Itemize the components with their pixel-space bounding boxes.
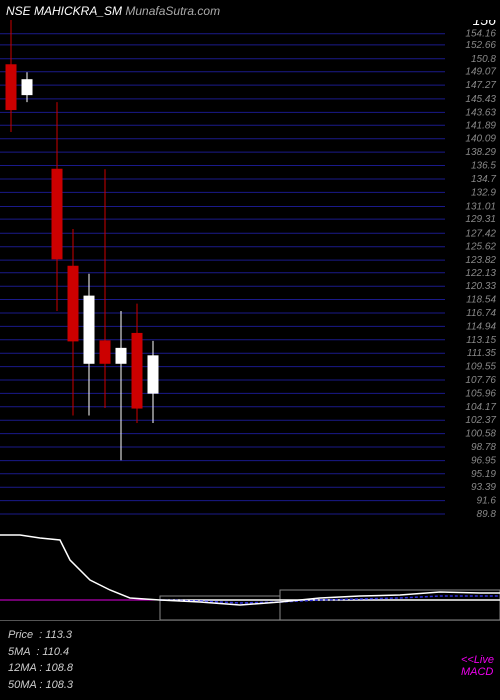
chart-header: NSE MAHICKRA_SM MunafaSutra.com [6, 4, 220, 18]
svg-text:122.13: 122.13 [465, 268, 496, 279]
svg-text:116.74: 116.74 [466, 308, 496, 319]
svg-text:125.62: 125.62 [465, 242, 496, 253]
svg-text:95.19: 95.19 [471, 469, 496, 480]
site-label: MunafaSutra.com [125, 4, 220, 18]
svg-text:123.82: 123.82 [465, 255, 496, 266]
svg-text:129.31: 129.31 [465, 214, 496, 225]
svg-text:114.94: 114.94 [466, 321, 496, 332]
svg-text:145.43: 145.43 [465, 94, 496, 105]
svg-text:141.89: 141.89 [465, 120, 496, 131]
svg-text:154.16: 154.16 [465, 29, 496, 40]
svg-text:127.42: 127.42 [465, 228, 496, 239]
svg-text:98.78: 98.78 [471, 442, 496, 453]
price-ma-info: Price : 113.3 5MA : 110.4 12MA : 108.8 5… [8, 627, 73, 693]
ma50-value: 50MA : 108.3 [8, 677, 73, 694]
svg-text:136.5: 136.5 [471, 161, 496, 172]
ticker-label: NSE MAHICKRA_SM [6, 4, 122, 18]
svg-text:132.9: 132.9 [471, 187, 496, 198]
svg-text:100.58: 100.58 [465, 429, 496, 440]
svg-text:107.76: 107.76 [465, 375, 496, 386]
svg-text:134.7: 134.7 [471, 174, 496, 185]
svg-text:131.01: 131.01 [465, 201, 496, 212]
svg-text:118.54: 118.54 [466, 295, 496, 306]
svg-text:105.96: 105.96 [465, 388, 496, 399]
svg-text:93.39: 93.39 [471, 482, 496, 493]
svg-text:152.66: 152.66 [465, 40, 496, 51]
sub-indicator-chart [0, 520, 500, 620]
svg-text:120.33: 120.33 [465, 281, 496, 292]
svg-text:113.15: 113.15 [466, 335, 496, 346]
svg-text:91.6: 91.6 [477, 496, 497, 507]
svg-text:156: 156 [473, 20, 497, 28]
svg-text:150.8: 150.8 [471, 54, 496, 65]
main-candlestick-chart: 156154.16152.66 150.8 149.07 147.27 145.43 14… [0, 20, 500, 520]
svg-text:96.95: 96.95 [471, 456, 496, 467]
svg-text:109.55: 109.55 [465, 362, 496, 373]
svg-text:147.27: 147.27 [465, 80, 496, 91]
svg-text:102.37: 102.37 [465, 415, 496, 426]
sub-chart-content [0, 535, 500, 620]
ma12-value: 12MA : 108.8 [8, 660, 73, 677]
svg-text:111.35: 111.35 [467, 348, 497, 359]
ma5-value: 5MA : 110.4 [8, 644, 73, 661]
y-axis-labels: 156154.16152.66 150.8 149.07 147.27 145.43 14… [465, 20, 496, 520]
macd-live-label: <<Live MACD [461, 654, 494, 678]
gridlines [0, 34, 445, 514]
candlestick-series [6, 20, 158, 460]
svg-text:104.17: 104.17 [465, 402, 496, 413]
info-panel: Price : 113.3 5MA : 110.4 12MA : 108.8 5… [0, 620, 500, 700]
svg-text:143.63: 143.63 [465, 107, 496, 118]
svg-text:140.09: 140.09 [465, 134, 496, 145]
svg-text:89.8: 89.8 [477, 509, 497, 520]
svg-text:149.07: 149.07 [465, 67, 496, 78]
svg-text:138.29: 138.29 [465, 147, 496, 158]
price-value: Price : 113.3 [8, 627, 73, 644]
